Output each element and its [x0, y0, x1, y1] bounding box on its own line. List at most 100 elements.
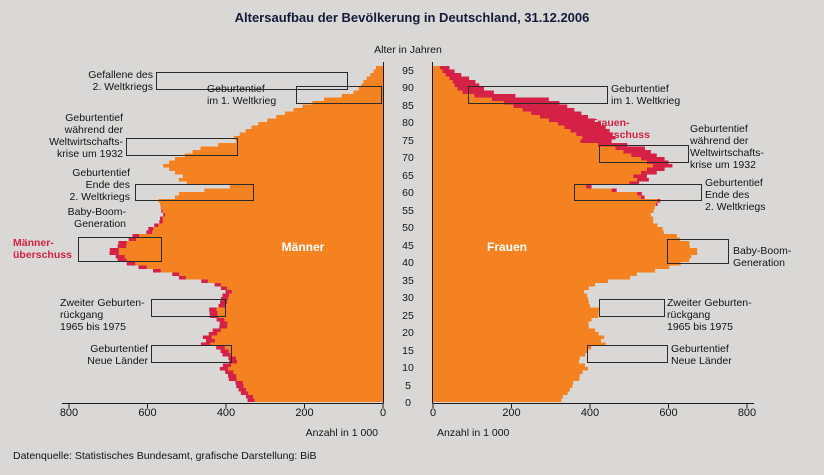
annotation-box-ende-ww2-right: [574, 184, 702, 201]
bar-women-age-94: [433, 69, 443, 73]
bar-men-age-17: [215, 339, 383, 343]
bar-women-surplus-age-85: [503, 101, 560, 105]
annotation-baby-boom-left: Baby-Boom- Generation: [67, 206, 126, 230]
bar-men-age-31: [231, 290, 383, 294]
age-tick-70: 70: [402, 152, 414, 164]
bar-women-age-91: [433, 80, 453, 84]
bar-men-surplus-age-33: [214, 283, 221, 287]
bar-men-age-87: [341, 94, 383, 98]
bar-men-age-23: [224, 318, 383, 322]
bar-men-surplus-age-7: [227, 374, 237, 378]
bar-women-age-86: [433, 97, 492, 101]
bar-men-surplus-age-25: [209, 311, 218, 315]
bar-women-age-53: [433, 213, 651, 217]
bar-women-surplus-age-71: [623, 150, 651, 154]
bar-women-age-11: [433, 360, 580, 364]
age-tick-75: 75: [402, 134, 414, 147]
bar-women-age-13: [433, 353, 586, 357]
bar-men-surplus-age-37: [152, 269, 161, 273]
age-tick-30: 30: [402, 292, 414, 304]
bar-women-age-57: [433, 199, 658, 203]
bar-men-surplus-age-32: [220, 286, 228, 290]
bar-men-age-94: [373, 69, 383, 73]
bar-men-age-1: [253, 395, 383, 399]
bar-men-age-36: [179, 272, 383, 276]
bar-women-age-73: [433, 143, 598, 147]
bar-men-age-47: [139, 234, 383, 238]
annotation-weltwirtschaftskrise-right: Geburtentief während der Weltwirtschafts…: [690, 123, 764, 171]
bar-men-age-9: [227, 367, 383, 371]
bar-men-age-83: [293, 108, 383, 112]
bar-men-age-41: [124, 255, 384, 259]
annotation-maennerueberschuss: Männer- überschuss: [13, 237, 72, 261]
bar-women-surplus-age-86: [491, 97, 549, 101]
bar-women-surplus-age-93: [445, 73, 462, 77]
bar-women-age-6: [433, 377, 580, 381]
annotation-zweiter-geburtenrueckgang-left: Zweiter Geburten- rückgang 1965 bis 1975: [60, 297, 145, 333]
age-tick-40: 40: [402, 257, 414, 269]
annotation-box-zweiter-geburtenrueckgang-right: [599, 299, 665, 317]
bar-men-surplus-age-35: [178, 276, 186, 280]
bar-women-age-23: [433, 318, 592, 322]
bar-women-surplus-age-77: [570, 129, 610, 133]
bar-women-age-68: [433, 160, 647, 164]
chart-title: Altersaufbau der Bevölkerung in Deutschl…: [234, 10, 590, 25]
bar-women-surplus-age-64: [633, 174, 647, 178]
bar-men-age-93: [370, 73, 383, 77]
bar-women-surplus-age-91: [452, 80, 476, 84]
bar-men-age-60: [204, 188, 383, 192]
bar-women-age-70: [433, 153, 632, 157]
bar-men-age-19: [217, 332, 383, 336]
age-tick-65: 65: [402, 169, 414, 182]
bar-men-age-89: [358, 87, 383, 91]
age-tick-55: 55: [402, 204, 414, 217]
age-tick-80: 80: [402, 117, 414, 129]
bar-men-age-77: [245, 129, 383, 133]
bar-men-surplus-age-27: [218, 304, 226, 308]
bar-men-age-14: [228, 349, 383, 353]
annotation-zweiter-geburtenrueckgang-right: Zweiter Geburten- rückgang 1965 bis 1975: [667, 297, 752, 333]
bar-men-age-52: [162, 216, 383, 220]
bar-women-surplus-age-66: [646, 167, 665, 171]
bar-women-surplus-age-58: [641, 195, 645, 199]
bar-women-age-45: [433, 241, 690, 245]
bar-men-surplus-age-50: [154, 223, 159, 227]
bar-women-surplus-age-84: [513, 104, 568, 108]
bar-women-surplus-age-75: [582, 136, 616, 140]
bar-women-age-62: [433, 181, 630, 185]
bar-women-age-4: [433, 384, 573, 388]
bar-women-age-32: [433, 286, 589, 290]
bar-women-age-74: [433, 139, 581, 143]
bar-women-age-58: [433, 195, 642, 199]
bar-men-surplus-age-3: [238, 388, 247, 392]
age-tick-35: 35: [402, 274, 414, 287]
bar-men-surplus-age-42: [109, 251, 119, 255]
bar-women-age-55: [433, 206, 655, 210]
annotation-box-zweiter-geburtenrueckgang-left: [151, 299, 226, 317]
bar-men-age-61: [229, 185, 383, 189]
bar-women-age-71: [433, 150, 624, 154]
bar-men-age-39: [135, 262, 383, 266]
bar-women-age-40: [433, 258, 690, 262]
bar-women-age-42: [433, 251, 698, 255]
bar-women-age-87: [433, 94, 475, 98]
bar-men-age-69: [174, 157, 383, 161]
age-axis-title: Alter in Jahren: [374, 44, 442, 56]
age-tick-95: 95: [402, 64, 414, 77]
bar-men-age-33: [220, 283, 383, 287]
bar-men-age-24: [217, 314, 383, 318]
bar-men-surplus-age-54: [161, 209, 163, 213]
bar-women-age-69: [433, 157, 642, 161]
bar-men-age-51: [162, 220, 383, 224]
bar-men-surplus-age-20: [212, 328, 221, 332]
bar-women-age-24: [433, 314, 599, 318]
bar-women-age-50: [433, 223, 658, 227]
bar-women-age-17: [433, 339, 601, 343]
bar-women-age-80: [433, 118, 549, 122]
bar-women-age-20: [433, 328, 596, 332]
bar-women-age-27: [433, 304, 590, 308]
bar-men-age-50: [158, 223, 383, 227]
bar-women-age-43: [433, 248, 698, 252]
bar-men-age-48: [152, 230, 383, 234]
